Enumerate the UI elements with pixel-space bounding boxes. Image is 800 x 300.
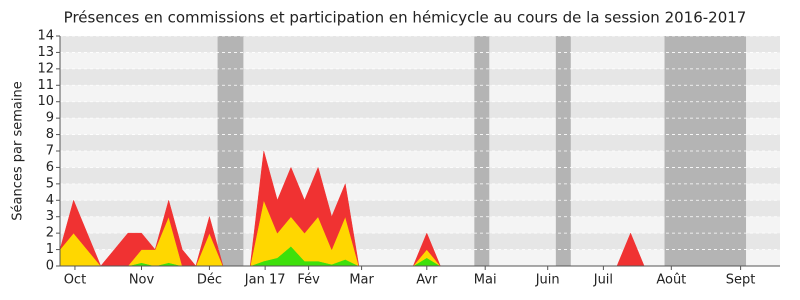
y-tick-label: 5 bbox=[46, 176, 54, 191]
y-tick-label: 1 bbox=[46, 242, 54, 257]
y-tick-label: 7 bbox=[46, 144, 54, 159]
x-tick-label: Mai bbox=[474, 273, 497, 288]
chart-title: Présences en commissions et participatio… bbox=[64, 9, 747, 27]
x-tick-label: Fév bbox=[297, 273, 320, 288]
shaded-range bbox=[555, 36, 571, 266]
x-tick-label: Juil bbox=[593, 273, 613, 288]
y-tick-label: 2 bbox=[46, 226, 54, 241]
y-tick-label: 6 bbox=[46, 160, 54, 175]
y-tick-label: 10 bbox=[37, 94, 54, 109]
x-tick-label: Sept bbox=[726, 273, 756, 288]
y-tick-label: 4 bbox=[46, 193, 54, 208]
y-axis-label: Séances par semaine bbox=[11, 81, 26, 220]
x-tick-label: Déc bbox=[197, 273, 222, 288]
y-tick-label: 12 bbox=[37, 61, 54, 76]
x-tick-label: Mar bbox=[349, 273, 374, 288]
x-tick-label: Août bbox=[656, 273, 686, 288]
y-tick-label: 14 bbox=[37, 29, 54, 44]
y-tick-label: 11 bbox=[37, 78, 54, 93]
y-tick-label: 9 bbox=[46, 111, 54, 126]
y-tick-label: 8 bbox=[46, 127, 54, 142]
y-tick-label: 0 bbox=[46, 259, 54, 274]
x-tick-label: Nov bbox=[129, 273, 155, 288]
x-tick-label: Jan 17 bbox=[244, 273, 286, 288]
y-tick-label: 13 bbox=[37, 45, 54, 60]
area bbox=[59, 150, 780, 267]
y-tick-label: 3 bbox=[46, 209, 54, 224]
x-tick-label: Juin bbox=[535, 273, 560, 288]
x-tick-label: Oct bbox=[64, 273, 86, 288]
x-tick-label: Avr bbox=[416, 273, 438, 288]
